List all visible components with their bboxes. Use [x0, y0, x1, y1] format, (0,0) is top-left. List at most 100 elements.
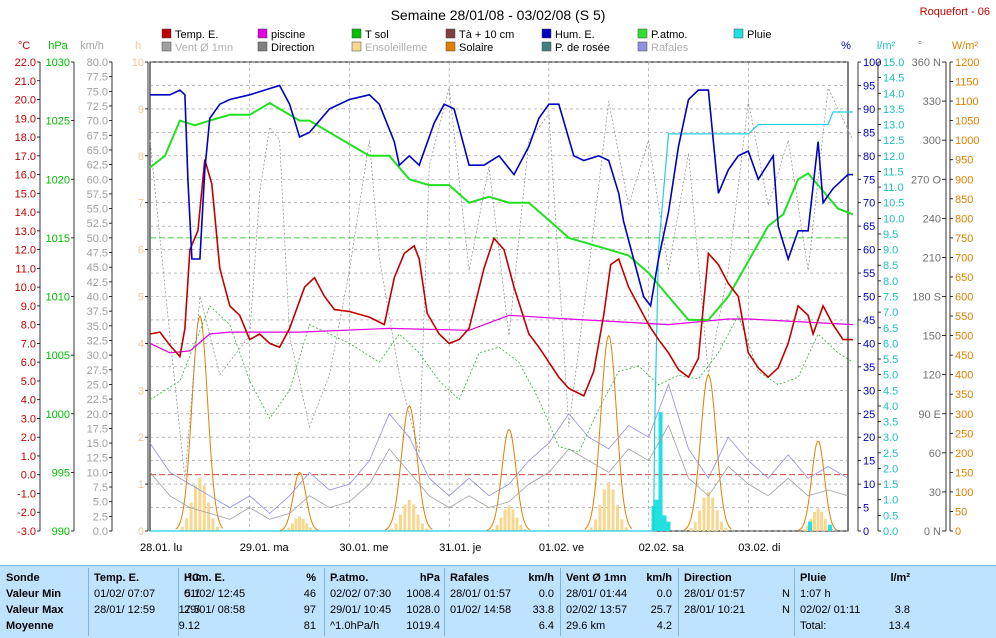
sunshine-bar	[523, 529, 527, 531]
axis-tick-label: 70.0	[87, 116, 108, 128]
sunshine-bar	[624, 527, 628, 531]
stats-cell-label: 29.6 km	[566, 620, 606, 632]
legend-item: P. de rosée	[541, 41, 610, 54]
legend-swatch	[257, 28, 268, 39]
axis-tick-label: 40.0	[87, 292, 108, 304]
stats-label-max: Valeur Max	[6, 604, 64, 616]
stats-cell-value: N	[782, 588, 790, 600]
axis-tick-label: 20	[863, 432, 875, 444]
pressure-line	[149, 101, 854, 321]
axis-tick-label: 300	[923, 135, 941, 147]
sunshine-bar	[820, 511, 824, 531]
axis-tick-label: 60	[929, 448, 941, 460]
stats-unit: km/h	[528, 572, 554, 584]
sunshine-bar	[211, 518, 215, 531]
sunshine-bar	[308, 527, 312, 531]
axis-tick-label: 270 O	[911, 174, 941, 186]
axis-tick-label: 20.0	[87, 409, 108, 421]
stats-cell-value: 9.12	[178, 620, 200, 632]
weather-chart: Semaine 28/01/08 - 03/02/08 (S 5) Roquefo…	[15, 6, 990, 554]
legend-item: T sol	[351, 28, 389, 41]
sunshine-bar	[615, 505, 619, 531]
sunshine-bar	[511, 509, 515, 531]
axis-tick-label: 3.0	[883, 432, 898, 444]
axis-tick-label: 5.5	[883, 354, 898, 366]
sunshine-bar	[412, 504, 416, 531]
axis-tick-label: 700	[955, 252, 973, 264]
legend-label: Tà + 10 cm	[459, 29, 514, 41]
stats-cell-label: 1:07 h	[800, 588, 831, 600]
sunshine-bar	[503, 509, 507, 531]
axis-tick-label: 2.0	[21, 432, 36, 444]
legend-swatch	[733, 28, 744, 39]
axis-tick-label: 14.5	[883, 73, 904, 85]
stats-separator	[88, 568, 89, 636]
axis-tick-label: 350	[955, 389, 973, 401]
sunshine-bar	[830, 529, 834, 531]
stats-cell-label: 28/01/ 12:59	[94, 604, 156, 616]
sunshine-bar	[491, 529, 495, 531]
axis-tick-label: 30.0	[87, 350, 108, 362]
sunshine-bar	[425, 528, 429, 531]
axis-tick-label: 67.5	[87, 130, 108, 142]
sunshine-bar	[305, 523, 309, 531]
axis-tick-label: 5.0	[21, 376, 36, 388]
temp-line	[149, 159, 853, 398]
axis-tick-label: 6.0	[21, 357, 36, 369]
axis-tick-label: 500	[955, 331, 973, 343]
sunshine-bar	[294, 518, 298, 531]
axis-tick-label: 10	[132, 57, 144, 69]
sunshine-bar	[805, 525, 809, 531]
sunshine-bar	[594, 519, 598, 531]
sunshine-bar	[698, 510, 702, 531]
axis-tick-label: 100	[955, 487, 973, 499]
axis-tick-label: 100	[863, 57, 881, 69]
x-tick-label: 28.01. lu	[140, 542, 182, 554]
stats-cell-value: 0.0	[538, 588, 554, 600]
stats-cell-value: 5.1	[184, 588, 200, 600]
axis-tick-label: 10.5	[883, 198, 904, 210]
axis-tick-label: 55	[863, 268, 875, 280]
sunshine-bar	[802, 529, 806, 531]
axis-tick-label: 7	[138, 198, 144, 210]
gusts-line	[149, 383, 849, 514]
stats-cell-value: 4.2	[656, 620, 672, 632]
axis-rain: 0.0 0.5 1.0 1.5 2.0 2.5 3.0 3.5 4.0 4.5 5.0 5.5 6.0 6…	[877, 57, 904, 538]
rain-cumulative-line	[150, 111, 853, 532]
axis-tick-label: 2	[138, 432, 144, 444]
legend-swatch	[637, 28, 648, 39]
stats-cell-label: 28/01/ 01:57	[450, 588, 512, 600]
legend-item: piscine	[257, 28, 305, 41]
legend-swatch	[161, 41, 172, 52]
stats-panel-direction: Direction 28/01/ 01:57 N 28/01/ 10:21 N	[684, 566, 790, 638]
axis-tick-label: 10.0	[87, 467, 108, 479]
sunshine-bar	[180, 526, 184, 531]
axis-tick-label: 9.5	[883, 229, 898, 241]
axis-tick-label: 17.5	[87, 423, 108, 435]
axis-tick-label: 75	[863, 174, 875, 186]
humidity-line	[150, 84, 853, 308]
stats-cell-label: 02/02/ 13:57	[566, 604, 628, 616]
stats-title: Vent Ø 1mn	[566, 572, 627, 584]
axis-tick-label: 12.0	[15, 245, 36, 257]
axis-tick-label: 4.0	[21, 395, 36, 407]
axis-tick-label: 995	[52, 467, 70, 479]
stats-sonde-title: Sonde	[6, 572, 40, 584]
axis-tick-label: 850	[955, 194, 973, 206]
rain-bar	[658, 412, 663, 531]
axis-tick-label: 7.0	[21, 338, 36, 350]
legend-label: P.atmo.	[651, 29, 688, 41]
axis-tick-label: 90	[863, 104, 875, 116]
axis-tick-label: 6	[138, 245, 144, 257]
stats-label-min: Valeur Min	[6, 588, 62, 600]
axis-unit-pressure: hPa	[48, 40, 68, 52]
stats-cell-value: 6.4	[538, 620, 554, 632]
axis-tick-label: -1.0	[17, 488, 36, 500]
sunshine-bar	[607, 482, 611, 531]
axis-tick-label: 1	[138, 479, 144, 491]
axis-tick-label: 300	[955, 409, 973, 421]
axis-tick-label: 15.0	[87, 438, 108, 450]
sunshine-bar	[812, 511, 816, 531]
axis-tick-label: 72.5	[87, 101, 108, 113]
axis-tick-label: 240	[923, 213, 941, 225]
